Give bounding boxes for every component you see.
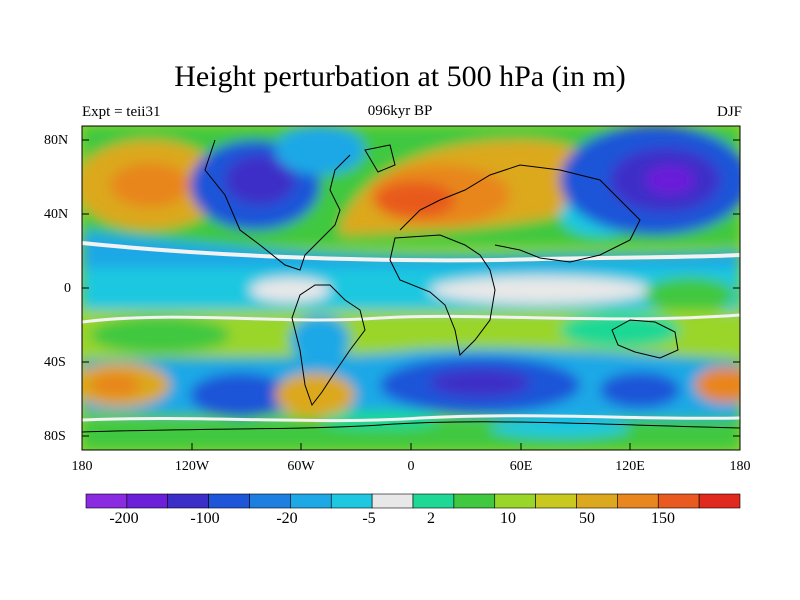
south-atlantic-high [275, 373, 355, 417]
lon-tick-label: 60W [287, 459, 315, 474]
time-label: 096kyr BP [367, 103, 433, 119]
lon-tick-label: 180 [71, 459, 93, 474]
experiment-label: Expt = teii31 [82, 104, 161, 120]
colorbar-swatch [290, 493, 332, 509]
colorbar-swatch [412, 493, 455, 509]
eurasia-coast [399, 164, 641, 263]
lon-tick-label: 180 [729, 459, 751, 474]
colorbar-swatch [167, 493, 209, 509]
antarctica-coast [82, 421, 740, 433]
colorbar-swatch [208, 493, 250, 509]
colorbar-swatch [249, 493, 291, 509]
colorbar-swatch [657, 493, 700, 509]
greenland-coast [364, 144, 396, 173]
axis-ticks [81, 139, 741, 450]
africa-coast [389, 234, 496, 357]
lon-tick-label: 120W [174, 459, 210, 474]
colorbar-swatch [698, 493, 741, 509]
colorbar-swatch [617, 493, 659, 509]
colorbar [85, 493, 741, 509]
season-label: DJF [716, 104, 742, 120]
colorbar-label: -20 [276, 510, 298, 527]
lon-tick-label: 120E [615, 459, 645, 474]
colorbar-label: -100 [190, 510, 220, 527]
colorbar-label: 150 [651, 510, 675, 527]
colorbar-label: 2 [427, 510, 435, 527]
colorbar-label: -200 [109, 510, 139, 527]
colorbar-swatch [330, 493, 373, 509]
coastlines [82, 139, 740, 433]
lat-tick-label: 40S [44, 355, 66, 370]
australia-coast [611, 319, 679, 359]
south-america-coast [291, 284, 366, 407]
lat-tick-label: 80N [44, 133, 69, 148]
colorbar-swatch [535, 493, 577, 509]
colorbar-swatch [371, 493, 414, 509]
colorbar-label: 10 [500, 510, 516, 527]
colorbar-swatch [453, 493, 496, 509]
lat-tick-label: 40N [44, 207, 69, 222]
chart-title: Height perturbation at 500 hPa (in m) [174, 60, 626, 93]
colorbar-label: -5 [362, 510, 376, 527]
lat-tick-label: 80S [44, 429, 66, 444]
lon-tick-label: 60E [509, 459, 533, 474]
colorbar-swatch [85, 493, 128, 509]
colorbar-swatch [576, 493, 618, 509]
lon-tick-label: 0 [407, 459, 415, 474]
lat-tick-label: 0 [64, 281, 71, 296]
north-america-coast [204, 139, 351, 271]
contour-field [82, 126, 740, 450]
colorbar-swatch [494, 493, 536, 509]
colorbar-label: 50 [579, 510, 595, 527]
colorbar-swatch [126, 493, 169, 509]
